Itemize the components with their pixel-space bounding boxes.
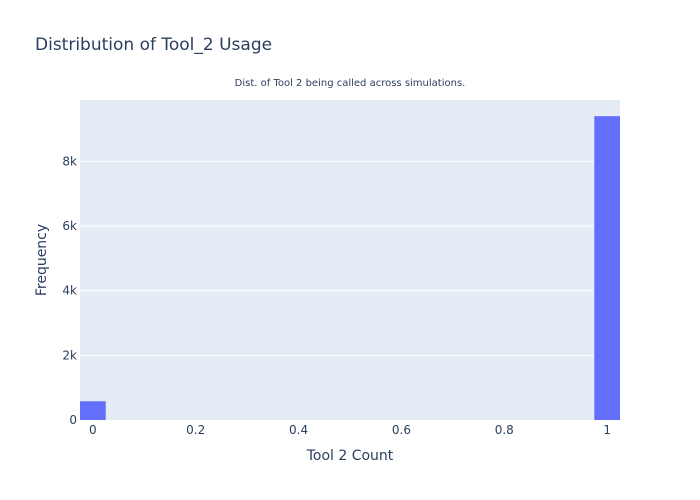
x-tick-label: 0 xyxy=(89,423,97,437)
y-tick-label: 0 xyxy=(69,413,77,427)
x-tick-label: 0.6 xyxy=(392,423,411,437)
chart-subtitle: Dist. of Tool 2 being called across simu… xyxy=(235,78,466,89)
x-axis-title: Tool 2 Count xyxy=(306,448,394,464)
y-tick-label: 6k xyxy=(62,219,77,233)
x-tick-label: 0.2 xyxy=(186,423,205,437)
y-tick-label: 2k xyxy=(62,348,77,362)
histogram-bar xyxy=(80,401,106,420)
plot-area xyxy=(80,100,620,420)
y-axis-title: Frequency xyxy=(34,224,50,296)
bars xyxy=(80,116,620,420)
y-axis-ticks: 0 2k 4k 6k 8k xyxy=(62,154,77,427)
x-axis-ticks: 0 0.2 0.4 0.6 0.8 1 xyxy=(89,423,611,437)
y-tick-label: 4k xyxy=(62,284,77,298)
histogram-bar xyxy=(594,116,620,420)
chart-title: Distribution of Tool_2 Usage xyxy=(35,35,272,55)
x-tick-label: 0.4 xyxy=(289,423,308,437)
gridlines xyxy=(80,160,620,356)
x-tick-label: 1 xyxy=(603,423,611,437)
y-tick-label: 8k xyxy=(62,154,77,168)
x-tick-label: 0.8 xyxy=(495,423,514,437)
